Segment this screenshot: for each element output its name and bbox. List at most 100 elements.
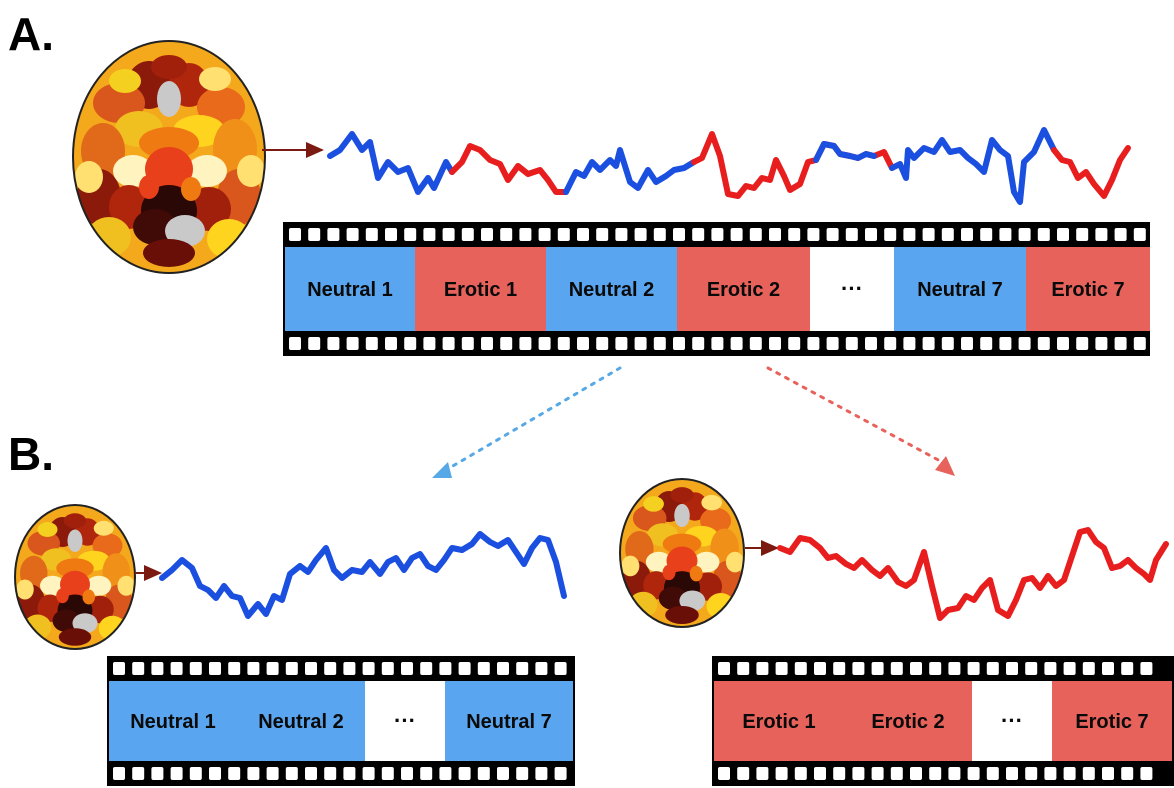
sprocket-hole — [961, 337, 973, 350]
brain-region — [643, 496, 664, 512]
sprocket-hole — [749, 228, 762, 241]
brain-region — [143, 239, 195, 267]
sprocket-hole — [1006, 767, 1018, 780]
sprocket-hole — [189, 767, 202, 780]
film-segment-gap — [972, 681, 1052, 761]
sprocket-hole — [477, 767, 490, 780]
segment-label: Erotic 7 — [1075, 711, 1148, 733]
sprocket-hole — [730, 337, 743, 350]
sprocket-hole — [423, 337, 436, 350]
brain-region — [151, 55, 187, 79]
arrowhead-erotic — [935, 456, 955, 476]
sprocket-hole — [673, 337, 685, 350]
segment-label: Erotic 1 — [742, 711, 815, 733]
sprocket-hole — [365, 337, 378, 350]
sprocket-hole — [477, 662, 490, 675]
brain-region — [75, 161, 103, 193]
film-segment-neutral — [546, 247, 677, 331]
sprocket-hole — [362, 662, 375, 675]
sprocket-hole — [814, 662, 826, 675]
sprocket-hole — [788, 228, 801, 241]
sprocket-hole — [458, 767, 471, 780]
brain-region — [58, 628, 92, 646]
sprocket-hole — [807, 337, 820, 350]
sprocket-hole — [500, 337, 513, 350]
film-strip-erotic: Erotic 1 Erotic 2 ··· Erotic 7 — [712, 656, 1174, 786]
sprocket-hole — [769, 228, 781, 241]
signal-segment — [1051, 145, 1131, 199]
sprocket-hole — [1018, 228, 1031, 241]
sprocket-hole — [343, 662, 356, 675]
sprocket-hole — [1095, 228, 1108, 241]
sprocket-hole — [941, 337, 954, 350]
sprocket-hole — [1082, 767, 1095, 780]
brain-region — [157, 81, 181, 117]
sprocket-hole — [113, 767, 125, 780]
signal-segment — [449, 143, 569, 195]
segment-label: Neutral 1 — [130, 711, 216, 733]
sprocket-hole — [1095, 337, 1108, 350]
brain-region — [72, 613, 98, 634]
film-segment-erotic — [1052, 681, 1172, 761]
sprocket-hole — [577, 337, 589, 350]
sprocket-hole — [343, 767, 356, 780]
sprocket-hole — [519, 337, 532, 350]
sprocket-hole — [151, 662, 164, 675]
brain-region — [117, 575, 135, 596]
sprocket-hole — [151, 767, 164, 780]
signal-segment — [691, 131, 895, 199]
film-segment-neutral — [894, 247, 1026, 331]
brain-region — [725, 551, 744, 573]
brain-region — [199, 67, 231, 91]
sprocket-hole — [247, 767, 260, 780]
sprocket-hole — [673, 228, 685, 241]
sprocket-hole — [519, 228, 532, 241]
sprocket-hole — [1121, 767, 1134, 780]
sprocket-hole — [845, 228, 858, 241]
sprocket-hole — [634, 337, 647, 350]
brain-region — [621, 555, 640, 577]
sprocket-hole — [285, 662, 298, 675]
sprocket-hole — [132, 662, 145, 675]
film-segment-neutral — [237, 681, 365, 761]
brain-region — [139, 175, 159, 199]
brain-region — [67, 529, 83, 552]
segment-label: Erotic 1 — [444, 279, 517, 301]
sprocket-hole — [362, 767, 375, 780]
timeseries-signal-a — [327, 127, 1131, 205]
sprocket-hole — [1063, 767, 1076, 780]
signal-segment — [889, 127, 1057, 205]
sprocket-hole — [189, 662, 202, 675]
sprocket-hole — [404, 228, 417, 241]
sprocket-hole — [554, 767, 567, 780]
film-strip-neutral: Neutral 1 Neutral 2 ··· Neutral 7 — [107, 656, 575, 786]
arrowhead-neutral — [432, 462, 452, 478]
sprocket-hole — [461, 228, 474, 241]
signal-segment — [813, 141, 877, 163]
sprocket-hole — [557, 228, 570, 241]
sprocket-hole — [967, 767, 980, 780]
sprocket-hole — [999, 337, 1012, 350]
sprocket-hole — [289, 337, 301, 350]
sprocket-hole — [775, 662, 788, 675]
sprocket-hole — [381, 662, 394, 675]
brain-region — [93, 520, 114, 536]
sprocket-hole — [980, 337, 993, 350]
signal-line — [777, 527, 1169, 621]
sprocket-hole — [420, 767, 433, 780]
sprocket-hole — [794, 662, 807, 675]
sprocket-hole — [737, 662, 750, 675]
brain-region — [674, 503, 690, 528]
sprocket-hole — [1044, 662, 1057, 675]
brain-region — [665, 605, 699, 625]
sprocket-hole — [903, 337, 916, 350]
ellipsis-label: ··· — [394, 708, 416, 733]
sprocket-hole — [871, 662, 884, 675]
film-segment-neutral — [445, 681, 573, 761]
sprocket-hole — [439, 662, 452, 675]
sprocket-hole — [615, 228, 628, 241]
sprocket-hole — [948, 662, 961, 675]
sprocket-hole — [381, 767, 394, 780]
brain-region — [16, 579, 34, 600]
